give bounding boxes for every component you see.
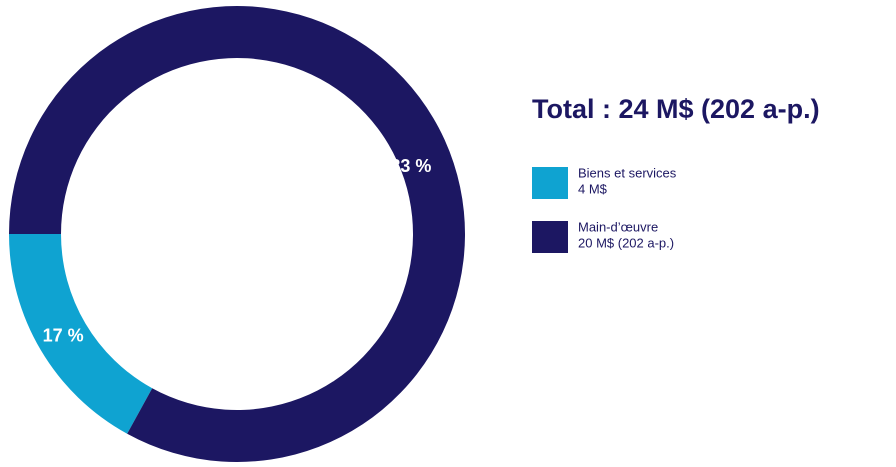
data-label: 17 %	[43, 326, 84, 346]
data-label: 83 %	[390, 156, 431, 176]
legend-swatch	[532, 221, 568, 253]
donut-segment	[9, 234, 153, 434]
legend-label: Main-d’œuvre	[578, 219, 658, 234]
legend-label: Biens et services	[578, 165, 677, 180]
legend-detail: 20 M$ (202 a-p.)	[578, 235, 674, 250]
legend-swatch	[532, 167, 568, 199]
chart-title: Total : 24 M$ (202 a-p.)	[532, 94, 820, 124]
legend-detail: 4 M$	[578, 181, 608, 196]
